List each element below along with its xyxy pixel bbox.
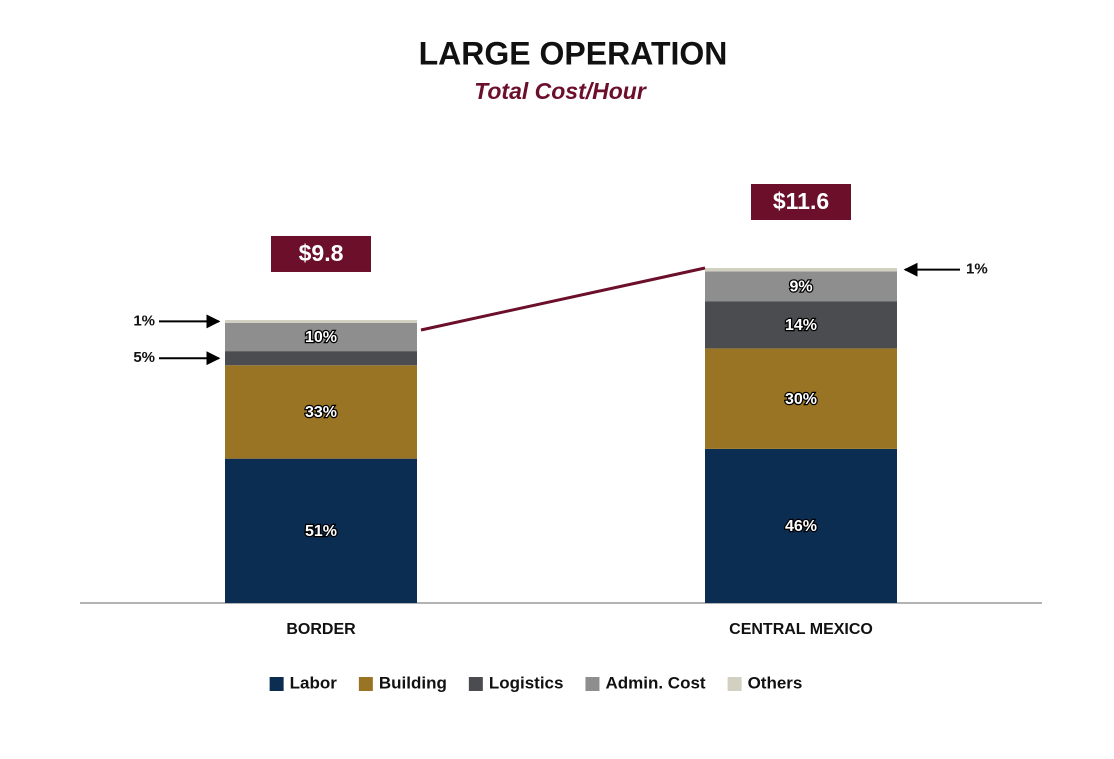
- legend-swatch: [269, 677, 284, 691]
- data-label: 1%: [966, 261, 988, 278]
- legend-swatch: [358, 677, 373, 691]
- legend-item: Admin. Cost: [585, 673, 706, 692]
- bar-segment: [225, 365, 417, 459]
- data-label: 46%: [785, 518, 817, 535]
- legend-swatch: [468, 677, 483, 691]
- x-tick-label: CENTRAL MEXICO: [729, 621, 873, 638]
- legend-swatch: [585, 677, 600, 691]
- bar-segment: [705, 268, 897, 272]
- data-label: 30%: [785, 391, 817, 408]
- x-tick-label: BORDER: [286, 621, 356, 638]
- legend-label: Logistics: [489, 673, 564, 692]
- legend-label: Building: [379, 673, 447, 692]
- legend-item: Others: [727, 673, 803, 692]
- bar-segment: [225, 458, 417, 603]
- bar-segment: [705, 448, 897, 603]
- legend-label: Labor: [290, 673, 338, 692]
- data-label: 14%: [785, 317, 817, 334]
- data-label: 33%: [305, 404, 337, 421]
- chart-title: LARGE OPERATION: [419, 35, 728, 71]
- data-label: 10%: [305, 329, 337, 346]
- chart-subtitle: Total Cost/Hour: [474, 78, 647, 104]
- bar-segment: [705, 301, 897, 349]
- total-label: $9.8: [299, 240, 344, 266]
- total-connector: [420, 266, 706, 332]
- legend-item: Labor: [269, 673, 338, 692]
- legend-label: Others: [748, 673, 803, 692]
- data-label: 1%: [133, 312, 155, 329]
- total-box: [751, 184, 851, 220]
- legend-swatch: [727, 677, 742, 691]
- legend-item: Logistics: [468, 673, 564, 692]
- bar-segment: [225, 351, 417, 366]
- bar-segment: [705, 348, 897, 449]
- data-label: 5%: [133, 349, 155, 366]
- total-box: [271, 235, 371, 272]
- legend-label: Admin. Cost: [605, 673, 705, 692]
- bar-segment: [225, 322, 417, 352]
- bar-segment: [225, 319, 417, 323]
- data-label: 9%: [789, 279, 812, 296]
- data-label: 51%: [305, 523, 337, 540]
- total-label: $11.6: [773, 188, 829, 214]
- legend-item: Building: [358, 673, 447, 692]
- bar-segment: [705, 271, 897, 302]
